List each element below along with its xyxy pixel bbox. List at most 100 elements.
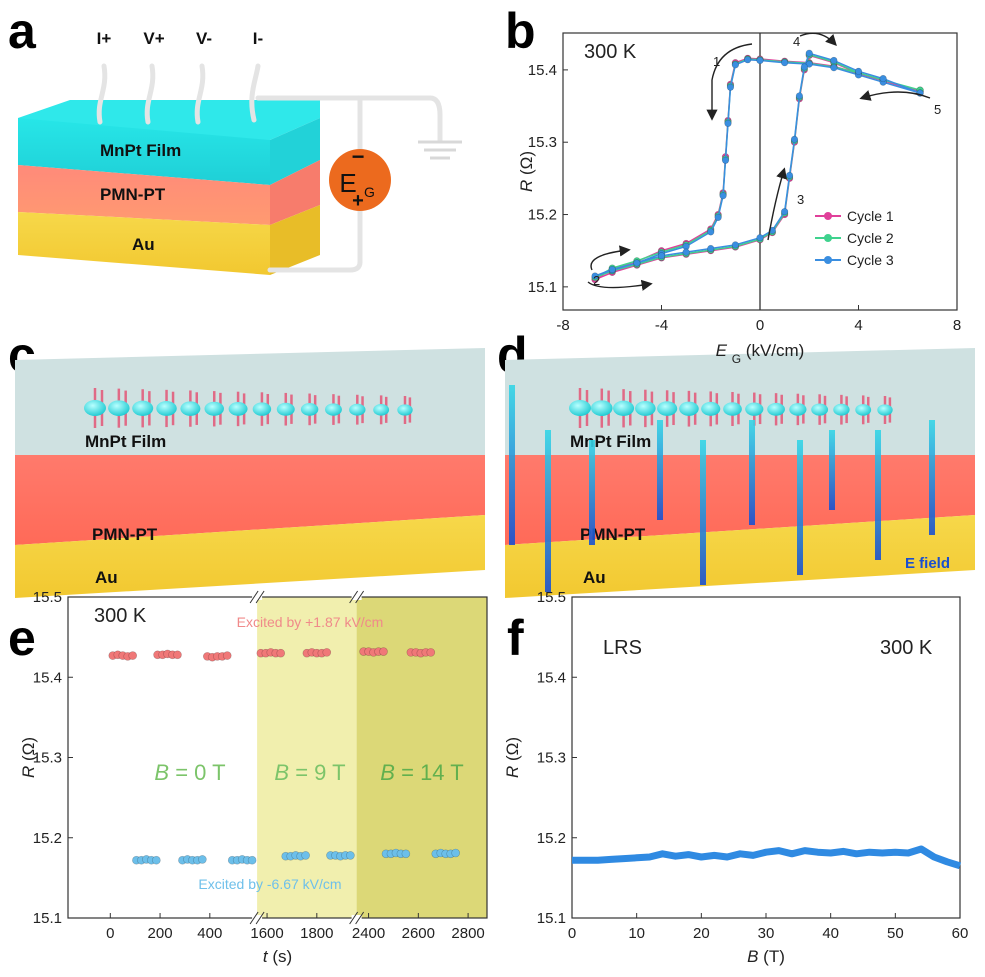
- x-tick-label: 1600: [250, 925, 283, 942]
- x-axis-label: t (s): [263, 947, 292, 966]
- axis-break: [349, 911, 359, 925]
- layer-label: PMN-PT: [580, 525, 646, 544]
- spin: [789, 403, 807, 416]
- axis-break: [349, 590, 359, 604]
- layer-label: MnPt Film: [570, 432, 651, 451]
- axis-break: [355, 590, 365, 604]
- field-label: B = 0 T: [154, 760, 225, 785]
- spin: [84, 400, 106, 416]
- mnpt-side: [270, 118, 320, 185]
- axis-break: [249, 911, 259, 925]
- x-tick-label: 30: [758, 925, 775, 942]
- x-tick-label: 8: [953, 317, 961, 334]
- pmnpt-side: [270, 160, 320, 225]
- x-tick-label: 4: [854, 317, 862, 334]
- x-tick-label: 2800: [451, 925, 484, 942]
- field-line: [589, 440, 595, 545]
- axis-break: [255, 590, 265, 604]
- segment-shade: [356, 597, 487, 918]
- wires: [96, 63, 443, 273]
- x-tick-label: 40: [822, 925, 839, 942]
- x-tick-label: 200: [148, 925, 173, 942]
- y-tick-label: 15.3: [33, 750, 62, 767]
- field-line: [657, 420, 663, 520]
- panel-label: b: [505, 3, 536, 59]
- x-axis-label-part: (T): [763, 947, 785, 966]
- data-point: [128, 651, 137, 660]
- mnpt-film: [505, 348, 975, 455]
- y-axis-label-part: (Ω): [19, 737, 38, 761]
- y-axis-label-part: (Ω): [503, 737, 522, 761]
- axis-break-gap: [351, 594, 362, 600]
- data-point: [633, 259, 641, 267]
- field-line: [797, 440, 803, 575]
- data-point: [608, 265, 616, 274]
- legend-marker: [824, 256, 832, 264]
- data-point: [800, 63, 808, 71]
- x-axis-label-part: t: [263, 947, 269, 966]
- spin: [811, 403, 829, 416]
- field-line: [509, 385, 515, 545]
- au-layer: [18, 212, 270, 275]
- wire: [144, 63, 156, 125]
- field-label-part: B: [380, 760, 395, 785]
- step-label: 1: [713, 54, 720, 69]
- step-label: 5: [934, 102, 941, 117]
- spin: [300, 403, 319, 416]
- wire: [267, 207, 363, 273]
- data-point: [401, 849, 411, 859]
- y-tick-label: 15.1: [528, 279, 557, 296]
- data-point: [276, 648, 286, 658]
- spin: [276, 402, 295, 416]
- terminal-label: I+: [97, 29, 112, 48]
- legend-label: Cycle 3: [847, 252, 894, 268]
- data-point: [731, 61, 739, 69]
- au-layer: [505, 515, 975, 598]
- x-tick-label: 2400: [352, 925, 385, 942]
- x-tick-label: 2600: [402, 925, 435, 942]
- data-point: [721, 156, 730, 164]
- chart-title: 300 K: [94, 605, 147, 627]
- y-axis-label: R (Ω): [517, 151, 536, 192]
- y-tick-label: 15.3: [537, 750, 566, 767]
- series-line: [572, 845, 962, 870]
- annotation: Excited by -6.67 kV/cm: [198, 876, 341, 892]
- field-line: [545, 430, 551, 592]
- x-tick-label: 50: [887, 925, 904, 942]
- spin: [325, 403, 342, 416]
- legend-marker: [824, 212, 832, 220]
- data-point: [707, 228, 715, 236]
- y-tick-label: 15.5: [537, 589, 566, 606]
- chart-title: 300 K: [584, 41, 637, 63]
- x-axis-label-part: G: [732, 352, 741, 366]
- y-axis-label-part: (Ω): [517, 151, 536, 175]
- y-tick-label: 15.1: [33, 910, 62, 927]
- spin: [657, 401, 678, 416]
- wire: [255, 95, 443, 143]
- spin: [855, 404, 872, 416]
- field-label-part: B: [154, 760, 169, 785]
- au-side: [270, 205, 320, 275]
- y-axis-label-part: R: [517, 180, 536, 192]
- mnpt-layer: [18, 118, 270, 185]
- x-tick-label: -8: [556, 317, 569, 334]
- arrow: [587, 279, 653, 291]
- chart-title: 300 K: [880, 637, 933, 659]
- data-point: [795, 92, 804, 100]
- legend-marker: [824, 234, 832, 242]
- x-axis-label-part: (s): [272, 947, 292, 966]
- wire: [96, 63, 108, 125]
- spin: [204, 401, 224, 416]
- axis-break-gap: [252, 915, 263, 921]
- data-point: [682, 248, 690, 256]
- field-label: B = 9 T: [274, 760, 345, 785]
- panel-label: f: [507, 610, 524, 666]
- spin: [745, 402, 764, 416]
- field-label-part: B: [274, 760, 289, 785]
- data-point: [451, 848, 460, 858]
- spin: [767, 402, 785, 416]
- data-point: [322, 648, 332, 657]
- annotation: Excited by +1.87 kV/cm: [237, 614, 384, 630]
